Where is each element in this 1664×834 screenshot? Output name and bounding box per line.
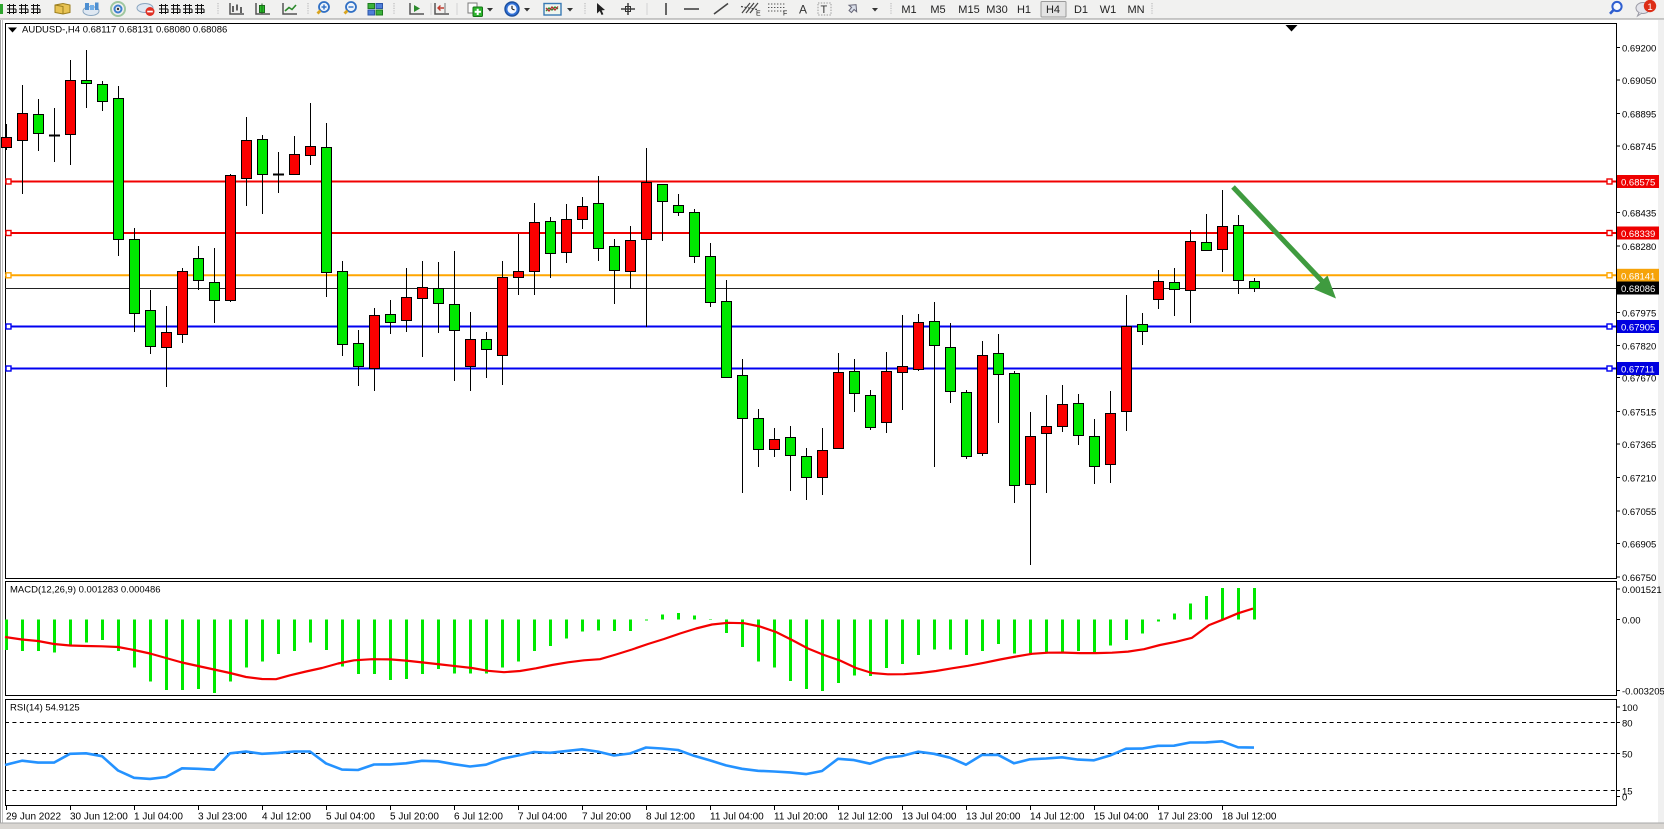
svg-text:100: 100: [1622, 703, 1638, 714]
svg-text:8 Jul 12:00: 8 Jul 12:00: [646, 812, 695, 823]
svg-text:0.68745: 0.68745: [1622, 142, 1656, 153]
svg-text:T: T: [821, 4, 828, 16]
svg-text:0.67711: 0.67711: [1621, 365, 1655, 376]
svg-text:E: E: [756, 11, 761, 18]
svg-text:50: 50: [1622, 750, 1633, 761]
svg-text:M15: M15: [958, 4, 979, 16]
svg-text:29 Jun 2022: 29 Jun 2022: [6, 812, 61, 823]
svg-text:4 Jul 12:00: 4 Jul 12:00: [262, 812, 311, 823]
svg-text:MN: MN: [1127, 4, 1144, 16]
svg-text:5 Jul 20:00: 5 Jul 20:00: [390, 812, 439, 823]
svg-text:H4: H4: [1046, 4, 1060, 16]
svg-text:0.67820: 0.67820: [1622, 342, 1656, 353]
svg-text:7 Jul 20:00: 7 Jul 20:00: [582, 812, 631, 823]
svg-text:11 Jul 20:00: 11 Jul 20:00: [774, 812, 828, 823]
svg-text:0.68895: 0.68895: [1622, 110, 1656, 121]
svg-text:11 Jul 04:00: 11 Jul 04:00: [710, 812, 764, 823]
svg-text:0.69050: 0.69050: [1622, 76, 1656, 87]
svg-text:0.66905: 0.66905: [1622, 540, 1656, 551]
svg-text:0.67055: 0.67055: [1622, 507, 1656, 518]
svg-text:0.66750: 0.66750: [1622, 573, 1656, 584]
svg-text:W1: W1: [1100, 4, 1117, 16]
svg-text:0.67905: 0.67905: [1621, 323, 1655, 334]
svg-text:0.68280: 0.68280: [1622, 242, 1656, 253]
svg-text:0.68435: 0.68435: [1622, 209, 1656, 220]
svg-text:0.67210: 0.67210: [1622, 474, 1656, 485]
svg-text:18 Jul 12:00: 18 Jul 12:00: [1222, 812, 1277, 823]
svg-text:AUDUSD-,H4 0.68117 0.68131 0.: AUDUSD-,H4 0.68117 0.68131 0.68080 0.680…: [22, 25, 227, 36]
svg-text:1 Jul 04:00: 1 Jul 04:00: [134, 812, 183, 823]
svg-text:14 Jul 12:00: 14 Jul 12:00: [1030, 812, 1085, 823]
svg-text:M5: M5: [930, 4, 945, 16]
svg-text:17 Jul 23:00: 17 Jul 23:00: [1158, 812, 1213, 823]
svg-text:M1: M1: [901, 4, 916, 16]
svg-text:F: F: [783, 11, 787, 18]
svg-text:-0.003205: -0.003205: [1622, 687, 1664, 698]
svg-text:0.68339: 0.68339: [1621, 229, 1655, 240]
svg-text:0.67975: 0.67975: [1622, 309, 1656, 320]
svg-text:A: A: [799, 3, 807, 17]
svg-text:0.001521: 0.001521: [1622, 585, 1662, 596]
svg-text:0.67515: 0.67515: [1622, 408, 1656, 419]
svg-text:15: 15: [1622, 787, 1633, 798]
svg-text:5 Jul 04:00: 5 Jul 04:00: [326, 812, 375, 823]
svg-text:13 Jul 20:00: 13 Jul 20:00: [966, 812, 1021, 823]
svg-text:H1: H1: [1017, 4, 1031, 16]
svg-text:0.67670: 0.67670: [1622, 374, 1656, 385]
svg-text:80: 80: [1622, 719, 1633, 730]
svg-text:RSI(14) 54.9125: RSI(14) 54.9125: [10, 703, 80, 714]
svg-text:D1: D1: [1074, 4, 1088, 16]
svg-text:0.69200: 0.69200: [1622, 44, 1656, 55]
svg-text:MACD(12,26,9) 0.001283 0.00048: MACD(12,26,9) 0.001283 0.000486: [10, 585, 161, 596]
svg-text:12 Jul 12:00: 12 Jul 12:00: [838, 812, 893, 823]
svg-text:7 Jul 04:00: 7 Jul 04:00: [518, 812, 567, 823]
svg-text:1: 1: [1647, 2, 1652, 13]
svg-text:0.68086: 0.68086: [1621, 284, 1655, 295]
svg-text:13 Jul 04:00: 13 Jul 04:00: [902, 812, 957, 823]
svg-text:6 Jul 12:00: 6 Jul 12:00: [454, 812, 503, 823]
svg-text:30 Jun 12:00: 30 Jun 12:00: [70, 812, 128, 823]
svg-text:M30: M30: [986, 4, 1007, 16]
svg-text:15 Jul 04:00: 15 Jul 04:00: [1094, 812, 1149, 823]
svg-text:0.67365: 0.67365: [1622, 440, 1656, 451]
svg-text:0.68575: 0.68575: [1621, 178, 1655, 189]
svg-text:3 Jul 23:00: 3 Jul 23:00: [198, 812, 247, 823]
svg-text:0: 0: [1622, 793, 1627, 804]
svg-text:0.68141: 0.68141: [1621, 271, 1655, 282]
svg-text:0.00: 0.00: [1622, 616, 1641, 627]
